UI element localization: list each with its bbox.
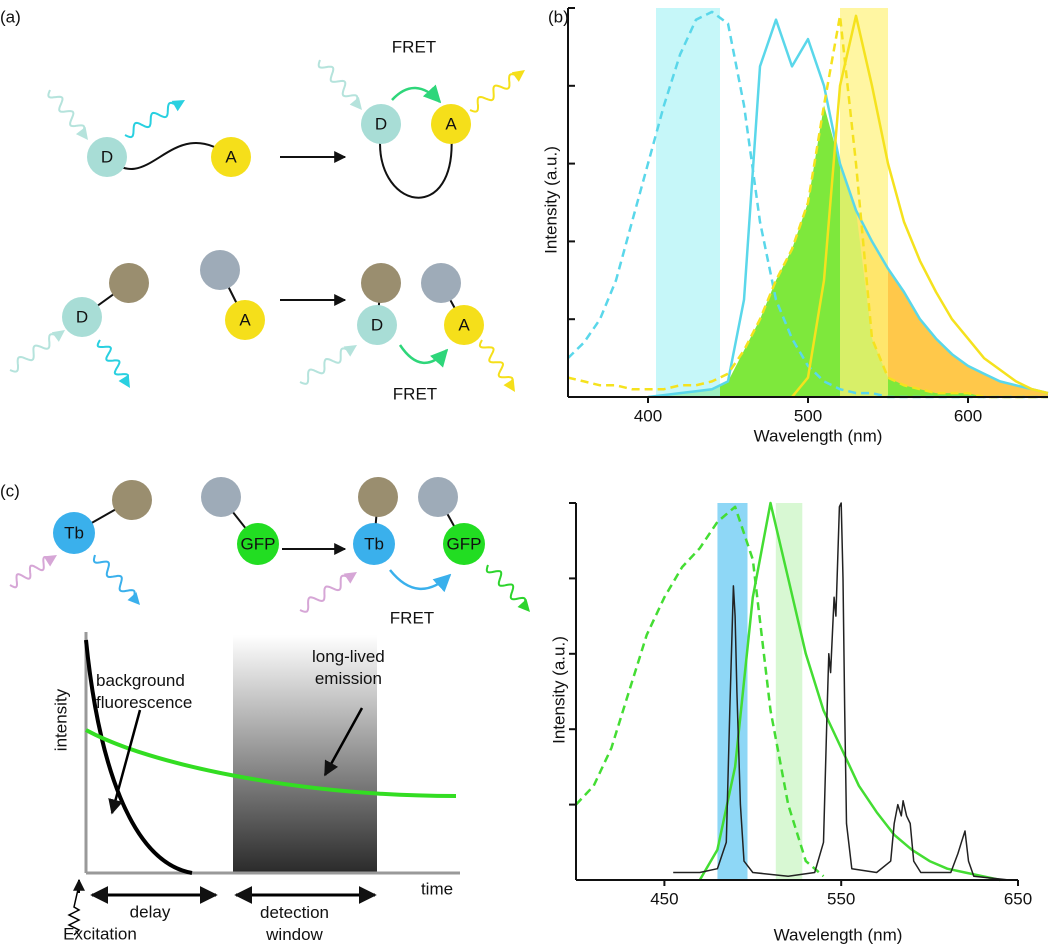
x-tick-label: 550: [827, 889, 855, 908]
arrow-head: [343, 345, 357, 357]
node-label: A: [445, 114, 457, 133]
axis-label: intensity: [51, 688, 70, 751]
linker: [379, 129, 453, 199]
x-axis-label: Wavelength (nm): [754, 426, 883, 445]
node-label: A: [458, 315, 470, 334]
diagram-a: [81, 84, 465, 368]
arrow-head: [75, 126, 88, 140]
window-label: detection window: [260, 903, 329, 944]
x-tick-label: 650: [1004, 889, 1032, 908]
x-axis-label: Wavelength (nm): [774, 925, 903, 944]
axis-label: time: [421, 879, 453, 898]
y-axis-label: Intensity (a.u.): [549, 636, 568, 744]
arrow-head: [511, 70, 525, 82]
node-label: A: [225, 147, 237, 166]
chart: 400 500 600 Wavelength (nm) Intensity (a.u.): [541, 7, 1049, 445]
band: [656, 8, 720, 397]
wavy-arrow: [9, 333, 61, 373]
wavy-arrow: [299, 574, 353, 613]
wavy-arrow: [469, 73, 521, 113]
node-label: Tb: [64, 523, 84, 542]
arrow-head: [43, 555, 57, 567]
excitation-label: Excitation: [63, 924, 137, 943]
series-line: [567, 14, 1048, 399]
node-label: A: [239, 310, 251, 329]
series-line: [575, 505, 825, 878]
series-line: [647, 18, 1049, 399]
fret-label: FRET: [393, 384, 437, 403]
wavy-arrow: [299, 347, 353, 385]
arrow-head: [517, 599, 530, 612]
panel-label: (c): [0, 481, 20, 500]
diagram-c: [53, 477, 485, 593]
wavy-arrow: [92, 554, 136, 601]
time-plot: [67, 632, 460, 936]
x-tick-label: 500: [794, 406, 822, 425]
series-line: [698, 501, 1001, 882]
area-fill: [840, 163, 1048, 397]
panel-label: (b): [548, 7, 569, 26]
delay-label: delay: [130, 902, 171, 921]
annotation: background fluorescence: [96, 671, 193, 712]
node-label: D: [375, 114, 387, 133]
charts: 400 500 600 Wavelength (nm) Intensity (a.u.)…: [541, 7, 1049, 944]
annotation: long-lived emission: [312, 647, 385, 688]
x-tick-label: 450: [650, 889, 678, 908]
fret-label: FRET: [390, 608, 434, 627]
series-line: [673, 502, 1010, 881]
arrow-head: [171, 100, 185, 112]
series-line: [791, 14, 1049, 398]
chart: 450 550 650 Wavelength (nm) Intensity (a.u.): [549, 501, 1032, 944]
wavy-arrow: [478, 339, 514, 387]
wavy-arrow: [485, 564, 527, 608]
band: [775, 503, 803, 880]
node-label: D: [76, 307, 88, 326]
wavy-arrow: [96, 339, 130, 382]
fret-arrow: [398, 344, 449, 368]
node-label: GFP: [447, 534, 482, 553]
fret-label: FRET: [392, 37, 436, 56]
arrow-head: [503, 378, 515, 392]
panel-label: (a): [0, 7, 21, 26]
arrow-head: [127, 592, 140, 605]
node-label: D: [371, 315, 383, 334]
band: [840, 8, 888, 397]
wavy-arrow: [317, 59, 359, 106]
arrow-head: [343, 572, 357, 584]
wavy-arrow: [9, 555, 51, 589]
fret-arrow: [389, 569, 452, 593]
node-label: D: [101, 147, 113, 166]
node-label: GFP: [241, 534, 276, 553]
wavy-arrow: [124, 101, 180, 139]
arrow-head: [51, 330, 65, 342]
arrow-head: [118, 374, 130, 388]
arrow-head: [349, 96, 362, 110]
y-axis-label: Intensity (a.u.): [541, 146, 560, 254]
wavy-arrow: [47, 89, 86, 136]
fret-arrow: [391, 84, 442, 104]
x-tick-label: 400: [634, 406, 662, 425]
x-tick-label: 600: [954, 406, 982, 425]
molecules-a: [62, 104, 484, 345]
node-label: Tb: [364, 534, 384, 553]
wavy-arrows: [9, 59, 530, 613]
